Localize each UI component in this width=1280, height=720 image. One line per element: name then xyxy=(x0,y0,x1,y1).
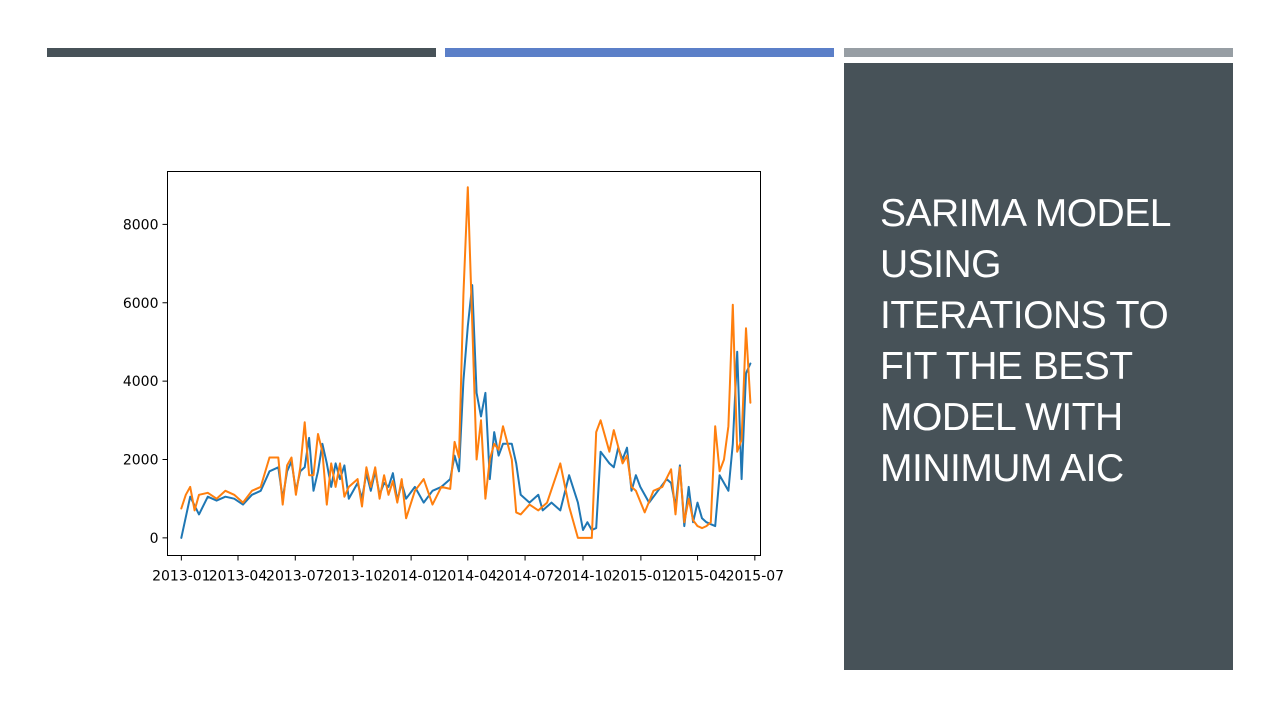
x-tick-label: 2013-04 xyxy=(209,569,268,585)
series-line-1 xyxy=(180,284,752,539)
x-tick-label: 2014-10 xyxy=(554,569,613,585)
y-tick-label: 0 xyxy=(150,531,159,547)
accent-bar-gray xyxy=(844,48,1233,57)
accent-bar-blue xyxy=(445,48,834,57)
series-layer xyxy=(180,186,752,539)
x-tick-label: 2015-04 xyxy=(668,569,727,585)
x-tick-label: 2014-07 xyxy=(496,569,555,585)
x-tick-label: 2015-01 xyxy=(612,569,671,585)
y-axis: 0 2000 4000 6000 8000 xyxy=(123,217,168,547)
x-tick-label: 2014-04 xyxy=(439,569,498,585)
x-tick-label: 2013-07 xyxy=(266,569,325,585)
accent-bar-dark xyxy=(47,48,436,57)
axes-frame xyxy=(167,171,761,556)
y-tick-label: 4000 xyxy=(123,374,159,390)
x-tick-label: 2014-01 xyxy=(382,569,441,585)
x-tick-label: 2013-10 xyxy=(324,569,383,585)
slide-title: SARIMA MODEL USING ITERATIONS TO FIT THE… xyxy=(880,192,1170,490)
y-tick-label: 6000 xyxy=(123,296,159,312)
y-tick-label: 8000 xyxy=(123,217,159,233)
series-line-2 xyxy=(180,186,752,539)
title-panel xyxy=(844,63,1233,670)
x-tick-label: 2013-01 xyxy=(152,569,211,585)
x-tick-label: 2015-07 xyxy=(726,569,785,585)
y-tick-label: 2000 xyxy=(123,453,159,469)
